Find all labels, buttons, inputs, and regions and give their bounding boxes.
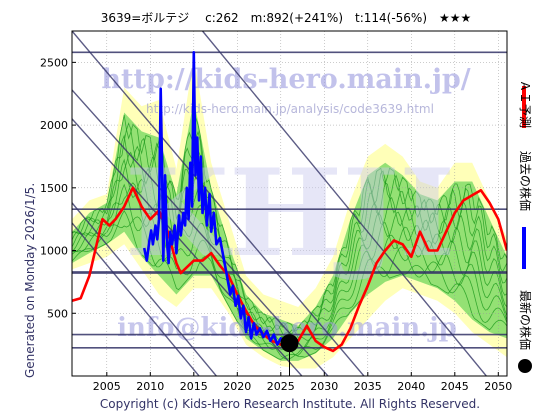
trend-line [201, 31, 488, 376]
grid [72, 31, 507, 376]
x-axis-ticks: 2005 2010 2015 2020 2025 2030 2035 2040 2045 2050 [93, 372, 512, 393]
legend-latest-swatch [518, 359, 532, 373]
y-tick-label: 500 [47, 307, 68, 320]
watermark-analysis-url: http://kids-hero.main.jp/analysis/code36… [146, 102, 434, 116]
legend-ai-swatch [522, 86, 526, 128]
copyright: Copyright (c) Kids-Hero Research Institu… [100, 397, 480, 411]
x-tick-label: 2010 [136, 380, 164, 393]
x-tick-label: 2025 [267, 380, 295, 393]
x-tick-label: 2015 [180, 380, 208, 393]
y-axis-ticks: 500 1000 1500 2000 2500 [40, 56, 76, 320]
y-tick-label: 2500 [40, 56, 68, 69]
y-tick-label: 2000 [40, 119, 68, 132]
latest-marker-layer [280, 334, 299, 376]
legend-past-swatch [522, 227, 526, 269]
trend-line [72, 222, 200, 376]
x-tick-label: 2040 [397, 380, 425, 393]
band-outer [72, 56, 507, 369]
legend: ＡＩ予測 過去の株価 最新の株価 [518, 80, 533, 373]
x-tick-label: 2045 [441, 380, 469, 393]
latest-price-marker [280, 334, 299, 353]
legend-latest-label: 最新の株価 [518, 290, 533, 350]
watermark-url: http://kids-hero.main.jp/ [101, 64, 470, 95]
x-tick-label: 2035 [354, 380, 382, 393]
trend-line [72, 89, 329, 376]
generated-date: Generated on Monday 2026/1/5. [23, 183, 37, 378]
watermark-layer: KHJI http://kids-hero.main.jp/ http://ki… [101, 64, 470, 343]
legend-ai-label: ＡＩ予測 [518, 80, 532, 128]
y-tick-label: 1500 [40, 182, 68, 195]
y-tick-label: 1000 [40, 245, 68, 258]
trend-line [72, 31, 365, 376]
x-tick-label: 2050 [484, 380, 512, 393]
x-tick-label: 2005 [93, 380, 121, 393]
x-tick-label: 2020 [223, 380, 251, 393]
watermark-logo: KHJI [125, 143, 456, 284]
legend-past-label: 過去の株価 [518, 151, 533, 211]
series-past-price [142, 51, 286, 346]
chart-title: 3639=ボルテジ c:262 m:892(+241%) t:114(-56%)… [101, 11, 472, 25]
x-tick-label: 2030 [310, 380, 338, 393]
plot-frame [71, 30, 508, 377]
